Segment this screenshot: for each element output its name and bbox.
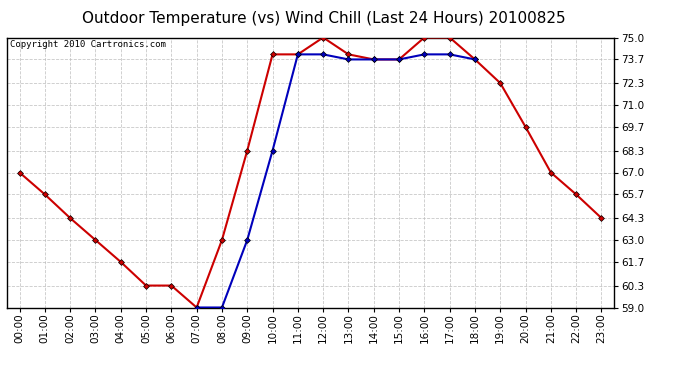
Text: Outdoor Temperature (vs) Wind Chill (Last 24 Hours) 20100825: Outdoor Temperature (vs) Wind Chill (Las… [83, 11, 566, 26]
Text: Copyright 2010 Cartronics.com: Copyright 2010 Cartronics.com [10, 40, 166, 49]
